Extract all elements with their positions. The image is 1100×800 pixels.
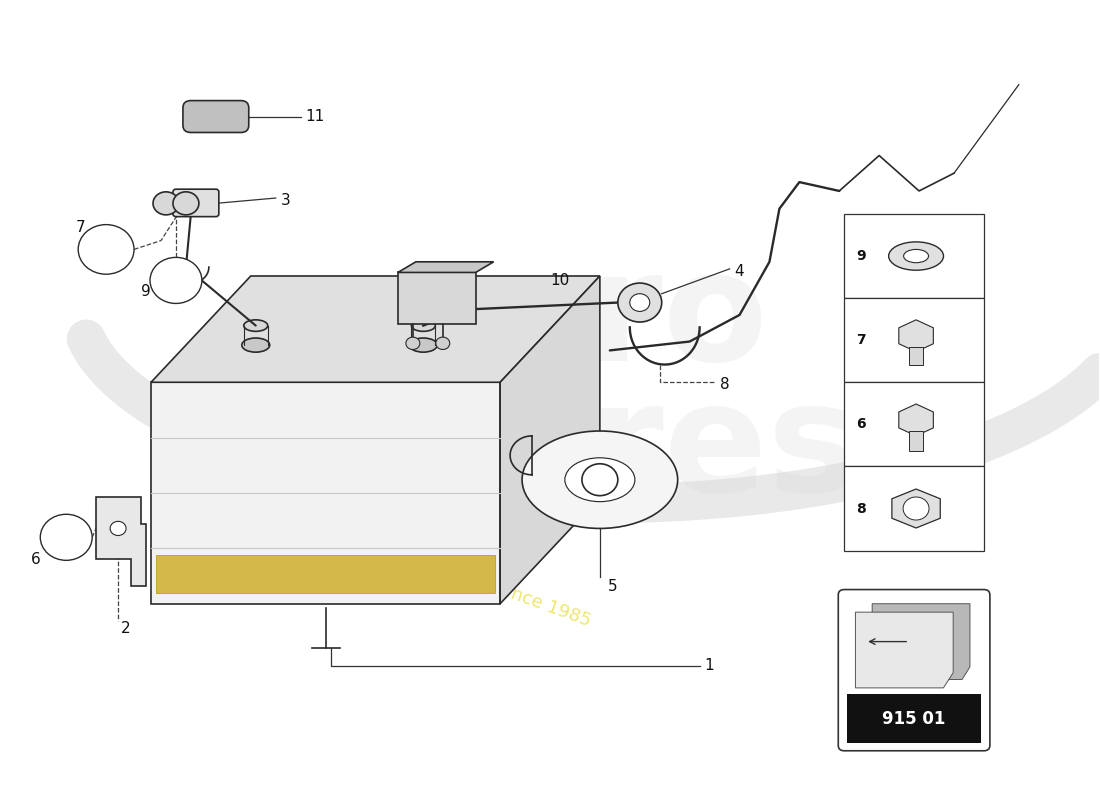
Ellipse shape (411, 320, 436, 331)
Bar (845, 382, 983, 466)
Ellipse shape (242, 338, 270, 352)
Circle shape (41, 514, 92, 560)
Circle shape (153, 192, 179, 215)
Polygon shape (872, 604, 970, 679)
Polygon shape (899, 320, 934, 352)
Circle shape (78, 225, 134, 274)
Text: 8: 8 (606, 466, 614, 479)
Text: a passion for parts since 1985: a passion for parts since 1985 (331, 520, 593, 630)
Ellipse shape (903, 250, 928, 262)
FancyBboxPatch shape (838, 590, 990, 750)
Text: 7: 7 (102, 246, 111, 258)
Circle shape (436, 337, 450, 350)
Text: 6: 6 (856, 418, 866, 431)
Polygon shape (156, 555, 495, 593)
Bar (845, 298, 983, 382)
Text: 1: 1 (705, 658, 714, 674)
Circle shape (630, 294, 650, 311)
Polygon shape (96, 498, 146, 586)
Text: 8: 8 (856, 502, 866, 515)
Text: 10: 10 (550, 274, 570, 288)
Text: 4: 4 (735, 264, 745, 279)
Text: 5: 5 (608, 578, 617, 594)
Circle shape (618, 283, 662, 322)
Bar (909, 347, 923, 365)
Circle shape (173, 192, 199, 215)
Polygon shape (151, 382, 500, 604)
Text: 7: 7 (76, 220, 86, 234)
Polygon shape (892, 489, 940, 528)
Ellipse shape (565, 458, 635, 502)
Circle shape (406, 337, 420, 350)
Text: 6: 6 (63, 536, 69, 546)
Bar (845, 214, 983, 298)
Bar (845, 466, 983, 550)
Text: 9: 9 (856, 249, 866, 263)
Circle shape (150, 258, 202, 303)
Ellipse shape (522, 431, 678, 529)
Circle shape (582, 464, 618, 496)
Text: 2: 2 (121, 621, 131, 636)
FancyBboxPatch shape (183, 101, 249, 133)
Polygon shape (398, 273, 475, 324)
FancyBboxPatch shape (173, 189, 219, 217)
Bar (847, 694, 981, 743)
Text: 6: 6 (31, 552, 41, 567)
Text: 9: 9 (141, 285, 151, 299)
Ellipse shape (889, 242, 944, 270)
Ellipse shape (409, 338, 438, 352)
Circle shape (903, 497, 929, 520)
Ellipse shape (244, 320, 267, 331)
Text: 3: 3 (280, 193, 290, 208)
Bar (909, 431, 923, 451)
Text: 9: 9 (173, 277, 180, 290)
Text: euro
spares: euro spares (285, 244, 859, 524)
Polygon shape (398, 262, 494, 273)
Text: 915 01: 915 01 (882, 710, 946, 728)
Text: 7: 7 (856, 334, 866, 347)
Polygon shape (856, 612, 954, 688)
Circle shape (110, 522, 126, 535)
Text: 8: 8 (719, 377, 729, 391)
Polygon shape (500, 276, 600, 604)
Polygon shape (899, 404, 934, 436)
Polygon shape (151, 276, 600, 382)
Text: 11: 11 (306, 109, 324, 124)
